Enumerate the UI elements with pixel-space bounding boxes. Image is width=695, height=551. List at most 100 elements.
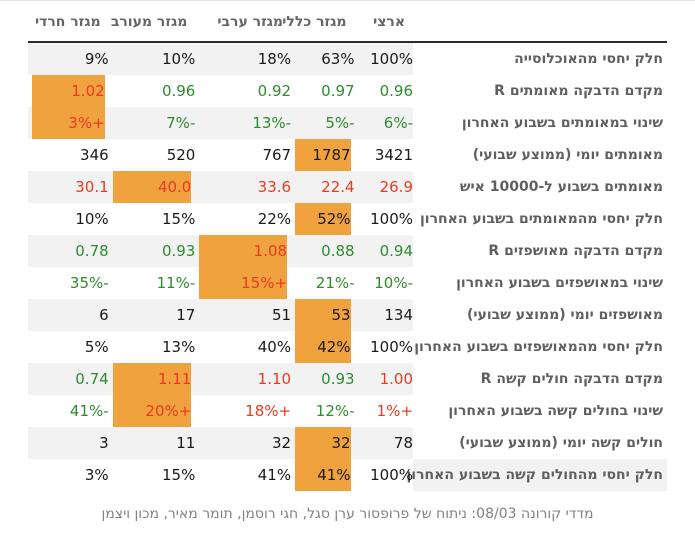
table-header: ארצי מגזר כללי מגזר ערבי מגזר מעורב מגזר חרד… [28, 5, 667, 43]
table-row: חלק יחסי מהמאושפזים בשבוע האחרון 100% 42% 4… [28, 331, 667, 363]
value-cell-highlighted: 41% [291, 459, 354, 491]
value-text: 22% [257, 210, 292, 228]
value-cell: 767 [195, 139, 291, 171]
row-label: חלק יחסי מהמאושפזים בשבוע האחרון [413, 331, 667, 363]
value-text: 3 [99, 434, 109, 452]
value-cell: -7% [109, 107, 195, 139]
value-text: 63% [321, 50, 355, 68]
value-cell: +1% [355, 395, 413, 427]
value-text: 22.4 [321, 178, 355, 196]
value-cell: -41% [28, 395, 109, 427]
header-row: ארצי מגזר כללי מגזר ערבי מגזר מעורב מגזר חרד… [28, 5, 667, 43]
value-text: 1.10 [257, 370, 292, 388]
value-cell: -13% [195, 107, 291, 139]
row-label: מאומתים בשבוע ל-10000 איש [413, 171, 667, 203]
value-cell: 11 [109, 427, 196, 459]
value-cell: 6 [28, 299, 109, 331]
row-label: שינוי בחולים קשה בשבוע האחרון [413, 395, 667, 427]
value-cell-highlighted: 52% [291, 203, 354, 235]
value-text: 1.11 [157, 370, 192, 388]
value-cell: 1.10 [195, 363, 291, 395]
value-text: 11 [176, 434, 196, 452]
value-cell: 100% [355, 43, 413, 75]
value-cell: -35% [28, 267, 109, 299]
table-row: חלק יחסי מהחולים קשה בשבוע האחרון 100% 41%… [28, 459, 667, 491]
value-text: 0.74 [75, 370, 109, 388]
value-text: -21% [315, 274, 355, 292]
value-cell: -5% [291, 107, 354, 139]
value-text: 17 [176, 306, 196, 324]
value-text: 13% [162, 338, 196, 356]
value-text: 1.00 [379, 370, 414, 388]
value-cell: 0.96 [109, 75, 195, 107]
value-cell: 13% [109, 331, 196, 363]
value-text: 9% [84, 50, 109, 68]
value-cell-highlighted: 1.11 [109, 363, 196, 395]
table-row: חלק יחסי מהמאומתים בשבוע האחרון 100% 52% 22… [28, 203, 667, 235]
value-text: +1% [376, 402, 414, 420]
table-row: חלק יחסי מהאוכלוסייה 100% 63% 18% 10% 9% [28, 43, 667, 75]
value-text: 78 [393, 434, 414, 452]
value-text: 40.0 [157, 178, 192, 196]
value-cell: 0.93 [109, 235, 195, 267]
value-cell: 22% [195, 203, 291, 235]
value-text: 32 [271, 434, 292, 452]
value-cell: 3421 [355, 139, 413, 171]
value-text: 0.94 [379, 242, 414, 260]
value-text: 0.93 [321, 370, 355, 388]
row-label: מקדם הדבקה מאומתים R [413, 75, 667, 107]
row-label: מקדם הדבקה מאושפזים R [413, 235, 667, 267]
value-cell: 10% [109, 43, 196, 75]
value-cell-highlighted: 1.08 [195, 235, 291, 267]
value-text: 6 [99, 306, 109, 324]
table-row: מאומתים יומי (ממוצע שבועי) 3421 1787 767 520… [28, 139, 667, 171]
value-text: 32 [331, 434, 351, 452]
value-text: 1787 [312, 146, 351, 164]
value-cell: 3% [28, 459, 109, 491]
column-header: מגזר ערבי [195, 5, 292, 43]
value-text: -41% [69, 402, 109, 420]
row-label: חלק יחסי מהחולים קשה בשבוע האחרון [407, 459, 667, 491]
value-cell: 26.9 [355, 171, 413, 203]
value-cell: 15% [109, 203, 195, 235]
value-text: -12% [315, 402, 355, 420]
value-cell-highlighted: 1787 [291, 139, 354, 171]
row-label: מאושפזים יומי (ממוצע שבועי) [413, 299, 667, 331]
value-cell-highlighted: 1.02 [28, 75, 109, 107]
row-label: מקדם הדבקה חולים קשה R [413, 363, 667, 395]
value-cell: 18% [195, 43, 291, 75]
column-header: מגזר מעורב [108, 5, 196, 43]
value-text: 15% [162, 466, 196, 484]
value-cell: -12% [291, 395, 355, 427]
table-row: שינוי בחולים קשה בשבוע האחרון +1% -12% +18%… [28, 395, 667, 427]
value-text: 0.96 [379, 82, 414, 100]
covid-sector-stats-table: ארצי מגזר כללי מגזר ערבי מגזר מעורב מגזר חרד… [28, 5, 667, 491]
value-cell: 63% [291, 43, 354, 75]
row-label: שינוי במאושפזים בשבוע האחרון [413, 267, 667, 299]
value-cell: -21% [291, 267, 355, 299]
value-text: 10% [162, 50, 196, 68]
row-label: שינוי במאומתים בשבוע האחרון [413, 107, 667, 139]
value-cell: 0.96 [355, 75, 413, 107]
value-text: 0.92 [257, 82, 292, 100]
value-text: 0.78 [75, 242, 109, 260]
value-text: +3% [68, 114, 105, 132]
value-text: 33.6 [257, 178, 292, 196]
value-cell: 15% [109, 459, 196, 491]
value-text: 100% [370, 50, 414, 68]
value-cell-highlighted: +3% [28, 107, 109, 139]
value-cell: 100% [355, 459, 413, 491]
value-text: -5% [325, 114, 355, 132]
value-cell: -10% [355, 267, 413, 299]
table-row: שינוי במאומתים בשבוע האחרון -6% -5% -13% -7%… [28, 107, 667, 139]
value-cell: 9% [28, 43, 109, 75]
value-text: +20% [145, 402, 192, 420]
row-label: מאומתים יומי (ממוצע שבועי) [413, 139, 667, 171]
value-cell: 17 [109, 299, 196, 331]
value-cell: 0.94 [355, 235, 413, 267]
value-text: 1.02 [71, 82, 105, 100]
value-cell-highlighted: 40.0 [109, 171, 196, 203]
value-text: 51 [271, 306, 292, 324]
value-text: 520 [166, 146, 196, 164]
